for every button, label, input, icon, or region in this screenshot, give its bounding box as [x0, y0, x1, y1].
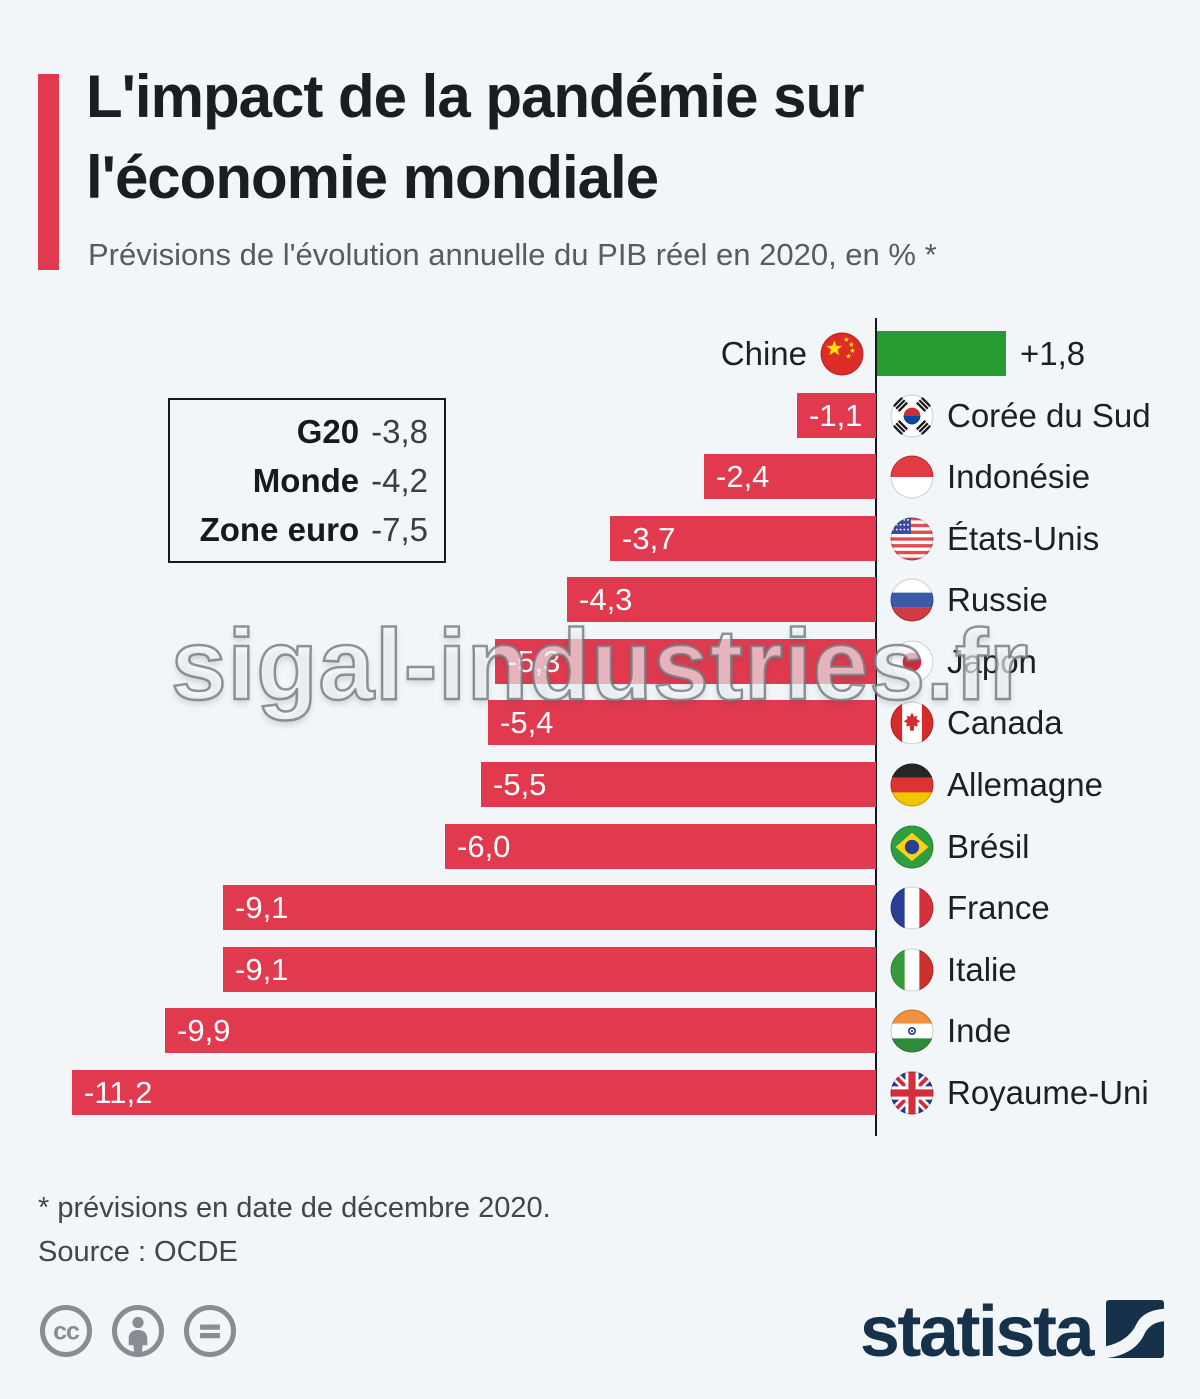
bar-br: -6,0: [445, 824, 876, 869]
statista-logo-mark-icon: [1106, 1300, 1164, 1363]
statista-wordmark: statista: [859, 1291, 1095, 1372]
country-label: Canada: [947, 703, 1063, 741]
value-label-ru: -4,3: [579, 581, 633, 617]
row-label-gb: Royaume-Uni: [890, 1070, 1149, 1115]
aggregate-row-g20: G20 -3,8: [170, 407, 428, 456]
aggregate-row-monde: Monde -4,2: [170, 456, 428, 505]
flag-br-icon: [890, 825, 934, 869]
aggregate-value: -3,8: [371, 413, 428, 450]
row-label-kr: Corée du Sud: [890, 393, 1151, 438]
row-label-br: Brésil: [890, 824, 1030, 869]
country-label: Inde: [947, 1011, 1012, 1049]
aggregate-value: -7,5: [371, 511, 428, 548]
row-label-fr: France: [890, 885, 1050, 930]
country-label: Allemagne: [947, 765, 1103, 803]
bar-it: -9,1: [223, 947, 876, 992]
flag-it-icon: [890, 948, 934, 992]
bar-cn: [877, 331, 1006, 376]
row-label-in: Inde: [890, 1008, 1011, 1053]
country-label: Chine: [720, 334, 807, 372]
bar-ru: -4,3: [567, 577, 876, 622]
value-label-id: -2,4: [716, 458, 770, 494]
value-label-de: -5,5: [493, 766, 547, 802]
statista-logo: statista: [859, 1291, 1164, 1372]
country-label: Royaume-Uni: [947, 1073, 1149, 1111]
flag-ca-icon: [890, 701, 934, 745]
row-label-cn: Chine: [721, 331, 864, 376]
flag-in-icon: [890, 1009, 934, 1053]
value-label-fr: -9,1: [235, 889, 289, 925]
country-label: Japon: [947, 642, 1037, 680]
flag-kr-icon: [890, 394, 934, 438]
bar-gb: -11,2: [72, 1070, 876, 1115]
row-label-us: États-Unis: [890, 516, 1099, 561]
row-label-de: Allemagne: [890, 762, 1103, 807]
value-label-us: -3,7: [622, 520, 676, 556]
row-label-ru: Russie: [890, 577, 1048, 622]
flag-cn-icon: [820, 332, 864, 376]
country-label: Italie: [947, 950, 1017, 988]
flag-fr-icon: [890, 886, 934, 930]
aggregate-label: Zone euro: [199, 511, 360, 548]
row-label-it: Italie: [890, 947, 1017, 992]
row-label-jp: Japon: [890, 639, 1037, 684]
flag-us-icon: [890, 517, 934, 561]
bar-us: -3,7: [610, 516, 876, 561]
country-label: États-Unis: [947, 519, 1100, 557]
title-line-2: l'économie mondiale: [86, 144, 659, 211]
aggregate-label: Monde: [252, 462, 360, 499]
aggregate-row-zone-euro: Zone euro -7,5: [170, 505, 428, 554]
flag-ru-icon: [890, 578, 934, 622]
bar-jp: -5,3: [495, 639, 876, 684]
title-accent-bar: [38, 74, 59, 270]
bar-kr: -1,1: [797, 393, 876, 438]
value-label-cn: +1,8: [1020, 334, 1086, 372]
row-label-id: Indonésie: [890, 454, 1090, 499]
aggregate-value: -4,2: [371, 462, 428, 499]
zero-axis-line: [875, 318, 877, 1136]
value-label-br: -6,0: [457, 828, 511, 864]
footnote: * prévisions en date de décembre 2020.: [38, 1192, 551, 1224]
row-label-ca: Canada: [890, 700, 1063, 745]
country-label: Russie: [947, 580, 1048, 618]
country-label: Corée du Sud: [947, 396, 1151, 434]
title-line-1: L'impact de la pandémie sur: [86, 63, 864, 130]
value-label-jp: -5,3: [507, 643, 561, 679]
bar-de: -5,5: [481, 762, 876, 807]
bar-in: -9,9: [165, 1008, 876, 1053]
flag-gb-icon: [890, 1071, 934, 1115]
aggregates-box: G20 -3,8 Monde -4,2 Zone euro -7,5: [168, 398, 446, 563]
svg-text:cc: cc: [53, 1318, 80, 1346]
bar-fr: -9,1: [223, 885, 876, 930]
value-label-gb: -11,2: [84, 1074, 153, 1110]
page-title: L'impact de la pandémie sur l'économie mo…: [86, 56, 864, 218]
no-derivatives-icon: [182, 1303, 238, 1364]
page-subtitle: Prévisions de l'évolution annuelle du PI…: [88, 237, 937, 272]
aggregate-label: G20: [296, 413, 360, 450]
country-label: France: [947, 888, 1050, 926]
value-label-kr: -1,1: [809, 397, 863, 433]
license-icons: cc: [38, 1303, 238, 1364]
country-label: Brésil: [947, 827, 1030, 865]
value-label-in: -9,9: [177, 1012, 231, 1048]
country-label: Indonésie: [947, 457, 1091, 495]
attribution-icon: [110, 1303, 166, 1364]
flag-jp-icon: [890, 640, 934, 684]
bar-id: -2,4: [704, 454, 876, 499]
bar-ca: -5,4: [488, 700, 876, 745]
flag-id-icon: [890, 455, 934, 499]
source-line: Source : OCDE: [38, 1236, 238, 1268]
flag-de-icon: [890, 763, 934, 807]
value-label-it: -9,1: [235, 951, 289, 987]
cc-icon: cc: [38, 1303, 94, 1364]
value-label-ca: -5,4: [500, 704, 554, 740]
